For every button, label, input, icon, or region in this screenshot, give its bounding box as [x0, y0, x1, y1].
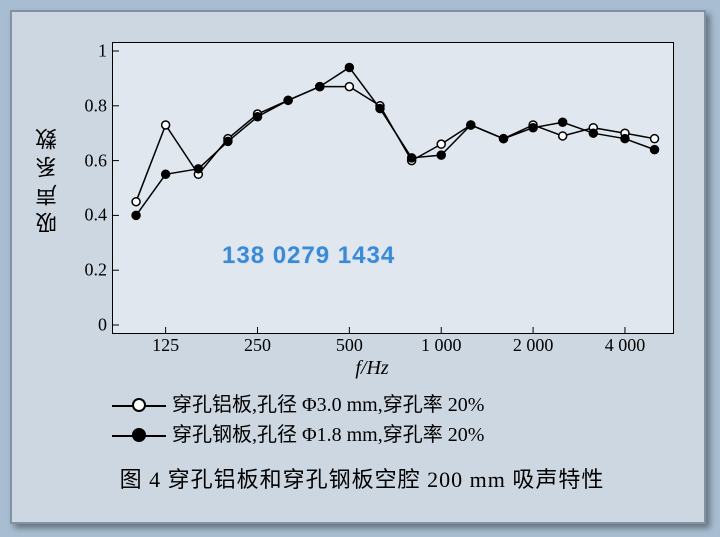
x-axis-label: f/Hz — [12, 357, 720, 380]
legend: 穿孔铝板,孔径 Φ3.0 mm,穿孔率 20% 穿孔钢板,孔径 Φ1.8 mm,… — [112, 390, 484, 450]
figure-caption: 图 4 穿孔铝板和穿孔钢板空腔 200 mm 吸声特性 — [12, 462, 712, 494]
x-tick-label: 500 — [336, 335, 363, 356]
y-axis-label: 吸声系数 — [32, 122, 64, 234]
x-tick-label: 4 000 — [605, 335, 646, 356]
chart-svg — [113, 43, 673, 333]
y-tick-label: 0.8 — [85, 95, 108, 116]
legend-label: 穿孔铝板,孔径 Φ3.0 mm,穿孔率 20% — [172, 390, 484, 420]
legend-item: 穿孔铝板,孔径 Φ3.0 mm,穿孔率 20% — [112, 390, 484, 420]
legend-item: 穿孔钢板,孔径 Φ1.8 mm,穿孔率 20% — [112, 420, 484, 450]
plot-area: 00.20.40.60.811252505001 0002 0004 000 — [112, 42, 674, 334]
y-tick-label: 1 — [98, 41, 107, 62]
x-tick-label: 125 — [152, 335, 179, 356]
legend-marker-filled-circle-icon — [112, 425, 166, 445]
legend-marker-open-circle-icon — [112, 395, 166, 415]
y-tick-label: 0.2 — [85, 260, 108, 281]
x-tick-label: 1 000 — [421, 335, 462, 356]
x-tick-label: 250 — [244, 335, 271, 356]
y-tick-label: 0.4 — [85, 205, 108, 226]
x-tick-label: 2 000 — [513, 335, 554, 356]
y-tick-label: 0 — [98, 315, 107, 336]
watermark-text: 138 0279 1434 — [222, 242, 395, 270]
figure-panel: 吸声系数 00.20.40.60.811252505001 0002 0004 … — [10, 10, 706, 524]
legend-label: 穿孔钢板,孔径 Φ1.8 mm,穿孔率 20% — [172, 420, 484, 450]
y-tick-label: 0.6 — [85, 150, 108, 171]
